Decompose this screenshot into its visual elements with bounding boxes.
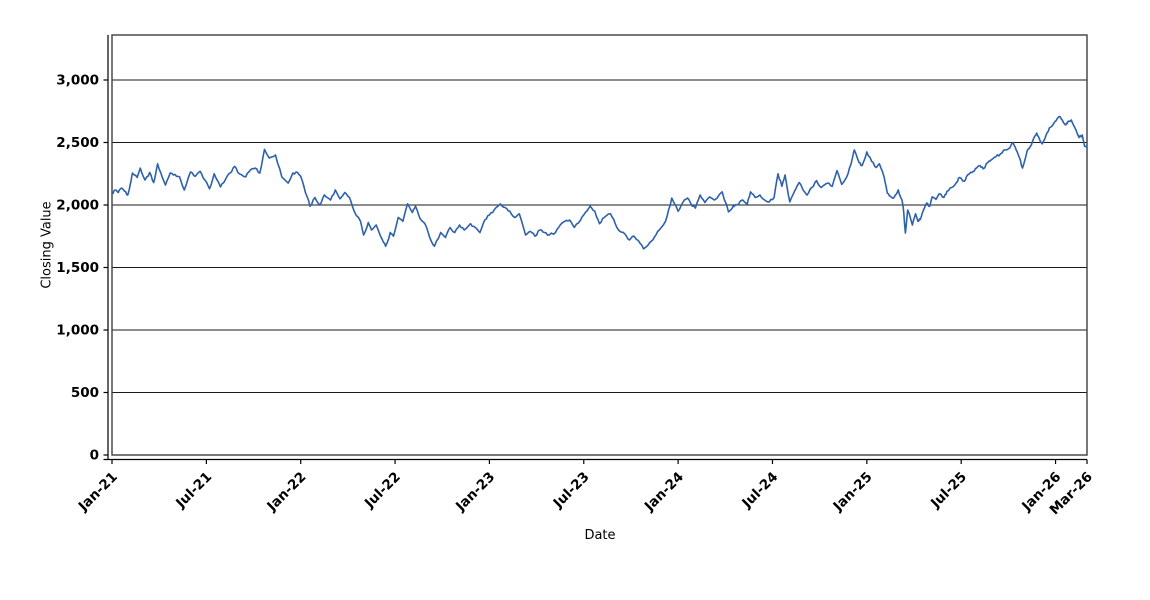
y-gridlines [112, 79, 1087, 456]
x-axis: Jan-21 Jul-21 Jan-22 Jul-22 Jan-23 Jul-23 Jan-… [75, 458, 1096, 518]
x-tick-label: Jan-22 [263, 469, 309, 515]
x-tick-label: Jan-24 [641, 469, 687, 515]
y-axis-title: Closing Value [39, 201, 55, 289]
y-tick-label: 1,500 [56, 260, 99, 276]
y-tick-label: 1,000 [56, 323, 99, 339]
y-tick-label: 3,000 [56, 73, 99, 89]
y-tick-label: 500 [71, 385, 99, 401]
series-line-closing-value [111, 115, 1088, 250]
x-tick-label: Jan-21 [75, 469, 121, 515]
y-tick-label: 2,000 [56, 198, 99, 214]
y-axis: 0 500 1,000 1,500 2,000 2,500 3,000 [56, 35, 109, 464]
y-tick-label: 2,500 [56, 135, 99, 151]
x-tick-label: Jul-22 [361, 469, 404, 512]
y-tick-label: 0 [90, 448, 99, 464]
x-tick-label: Jul-21 [172, 469, 215, 512]
plot-border [111, 34, 1088, 456]
x-axis-title: Date [584, 528, 616, 543]
x-tick-label: Jan-23 [452, 469, 498, 515]
x-tick-label: Jan-25 [830, 469, 876, 515]
x-tick-label: Jul-25 [927, 469, 970, 512]
x-tick-label: Jul-24 [738, 469, 781, 512]
x-tick-label: Jul-23 [550, 469, 593, 512]
